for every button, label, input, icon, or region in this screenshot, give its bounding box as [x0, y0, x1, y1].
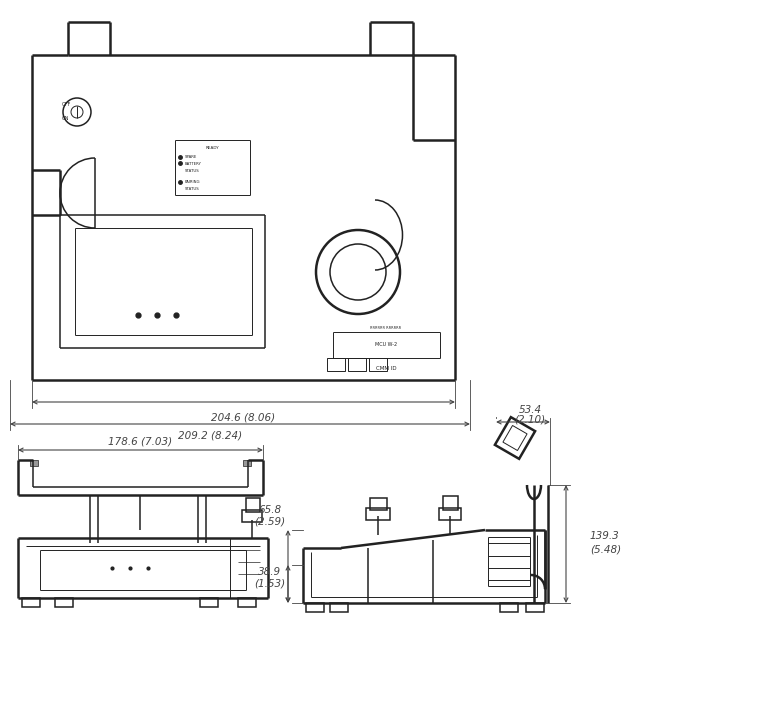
Text: STATUS: STATUS	[185, 187, 200, 191]
Text: (2.59): (2.59)	[255, 517, 286, 527]
Text: (2.10): (2.10)	[515, 415, 546, 425]
Text: 65.8: 65.8	[258, 505, 281, 515]
Text: READY: READY	[206, 146, 220, 150]
Text: 209.2 (8.24): 209.2 (8.24)	[178, 431, 242, 441]
Text: ON: ON	[62, 116, 69, 120]
Text: PAIRING: PAIRING	[185, 180, 201, 184]
Text: OFF: OFF	[62, 101, 71, 106]
Text: 178.6 (7.03): 178.6 (7.03)	[108, 437, 172, 447]
Text: 204.6 (8.06): 204.6 (8.06)	[211, 413, 275, 423]
Text: (1.53): (1.53)	[255, 579, 286, 589]
Text: 53.4: 53.4	[518, 405, 542, 415]
Text: RRRRRR RRRRRR: RRRRRR RRRRRR	[370, 326, 401, 330]
Text: 38.9: 38.9	[258, 567, 281, 577]
Text: MCU W-2: MCU W-2	[375, 342, 397, 347]
Text: 139.3: 139.3	[590, 531, 619, 541]
Text: (5.48): (5.48)	[590, 544, 621, 554]
Text: SPARE: SPARE	[185, 155, 198, 159]
FancyBboxPatch shape	[243, 460, 251, 466]
Text: CMM ID: CMM ID	[375, 366, 396, 371]
FancyBboxPatch shape	[30, 460, 38, 466]
Text: STATUS: STATUS	[185, 169, 200, 173]
Text: BATTERY: BATTERY	[185, 162, 202, 166]
